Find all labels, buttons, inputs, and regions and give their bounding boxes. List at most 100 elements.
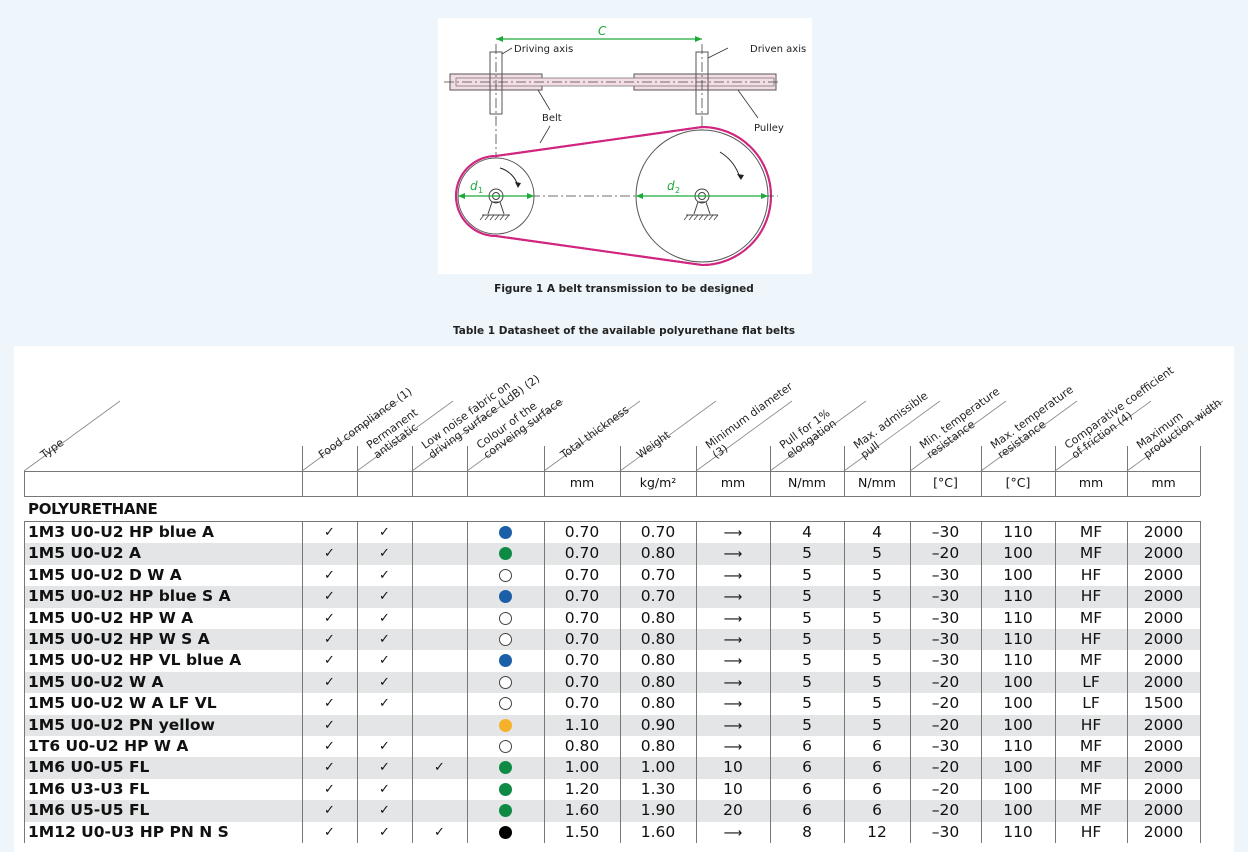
value-cell: 0.70 xyxy=(564,694,600,713)
type-cell: 1T6 U0-U2 HP W A xyxy=(28,737,189,755)
check-cell: ✓ xyxy=(379,653,390,669)
value-cell: 6 xyxy=(802,737,812,755)
value-cell: 6 xyxy=(872,758,882,777)
grid-line xyxy=(1055,446,1056,496)
header-divider xyxy=(356,400,454,472)
check-cell xyxy=(412,779,467,800)
colour-dot xyxy=(499,611,512,625)
grid-line xyxy=(981,446,982,496)
value-cell: 0.70 xyxy=(640,523,676,541)
colour-cell xyxy=(467,629,544,650)
table-row: 1M5 U0-U2 W A LF VL ✓ ✓ 0.70 0.80 ⟶ 5 5 –20 100 LF… xyxy=(24,693,1200,714)
value-cell: 100 xyxy=(1003,779,1033,798)
value-cell: 110 xyxy=(1003,822,1033,841)
grid-line xyxy=(24,471,25,496)
value-cell: 6 xyxy=(872,737,882,755)
pulley-label: Pulley xyxy=(754,123,784,134)
min-diameter-cell: ⟶ xyxy=(696,672,770,693)
value-cell: MF xyxy=(1079,758,1103,777)
check-cell xyxy=(357,715,412,736)
check-cell: ✓ xyxy=(324,567,335,583)
check-cell xyxy=(412,522,467,543)
grid-line xyxy=(24,521,1200,522)
colour-dot xyxy=(499,633,512,646)
value-cell: 0.70 xyxy=(640,565,676,584)
value-cell: 5 xyxy=(802,565,812,584)
value-cell: 0.70 xyxy=(564,630,600,648)
value-cell: 6 xyxy=(872,801,882,820)
grid-line xyxy=(1127,446,1128,496)
min-diameter-cell: ⟶ xyxy=(696,543,770,564)
check-cell: ✓ xyxy=(324,610,335,626)
value-cell: 1.20 xyxy=(564,779,600,798)
unit-cell: mm xyxy=(569,475,595,490)
check-cell: ✓ xyxy=(379,589,390,605)
grid-line xyxy=(1055,521,1056,843)
value-cell: 6 xyxy=(802,801,812,820)
value-cell: –30 xyxy=(931,822,960,841)
value-cell: 0.90 xyxy=(640,715,676,734)
type-cell: 1M6 U0-U5 FL xyxy=(28,758,150,777)
arrow-icon: ⟶ xyxy=(723,568,743,584)
type-cell: 1M5 U0-U2 D W A xyxy=(28,565,182,584)
arrow-icon: ⟶ xyxy=(723,675,743,691)
value-cell: 2000 xyxy=(1143,758,1184,777)
header-divider xyxy=(23,400,121,472)
check-cell: ✓ xyxy=(379,525,390,540)
check-cell: ✓ xyxy=(324,546,335,562)
value-cell: 0.80 xyxy=(640,651,676,670)
value-cell: 100 xyxy=(1003,758,1033,777)
min-diameter-cell: ⟶ xyxy=(696,586,770,607)
grid-line xyxy=(770,521,771,843)
value-cell: 5 xyxy=(872,630,882,648)
value-cell: 110 xyxy=(1003,737,1033,755)
unit-cell: kg/m² xyxy=(639,475,677,490)
check-cell xyxy=(412,800,467,821)
value-cell: 8 xyxy=(802,822,812,841)
value-cell: 5 xyxy=(872,715,882,734)
arrow-icon: ⟶ xyxy=(723,590,743,606)
arrow-icon: ⟶ xyxy=(723,718,743,734)
value-cell: 1.10 xyxy=(564,715,600,734)
value-cell: 0.80 xyxy=(640,737,676,755)
value-cell: 1500 xyxy=(1143,694,1184,713)
header-divider xyxy=(411,400,509,472)
value-cell: MF xyxy=(1079,651,1103,670)
driven-axis-label: Driven axis xyxy=(750,44,806,55)
value-cell: HF xyxy=(1080,587,1102,606)
header-divider xyxy=(980,400,1078,472)
grid-line xyxy=(467,521,468,843)
min-diameter-cell: ⟶ xyxy=(696,736,770,757)
value-cell: MF xyxy=(1079,608,1103,627)
value-cell: 6 xyxy=(802,779,812,798)
min-diameter-cell: ⟶ xyxy=(696,693,770,714)
type-cell: 1M5 U0-U2 HP W A xyxy=(28,608,194,627)
column-header-line: Weight xyxy=(634,428,673,461)
colour-cell xyxy=(467,608,544,629)
min-diameter-cell: 10 xyxy=(723,758,743,777)
check-cell: ✓ xyxy=(324,760,335,776)
check-cell: ✓ xyxy=(379,567,390,583)
value-cell: 5 xyxy=(872,694,882,713)
min-diameter-cell: ⟶ xyxy=(696,650,770,671)
table-row: 1M3 U0-U2 HP blue A ✓ ✓ 0.70 0.70 ⟶ 4 4 –30 110 MF… xyxy=(24,522,1200,543)
value-cell: 2000 xyxy=(1143,630,1184,648)
value-cell: 5 xyxy=(872,651,882,670)
value-cell: LF xyxy=(1082,694,1100,713)
column-header: Weight xyxy=(634,428,673,461)
value-cell: 2000 xyxy=(1143,523,1184,541)
value-cell: 0.70 xyxy=(564,565,600,584)
colour-cell xyxy=(467,757,544,778)
value-cell: HF xyxy=(1080,630,1102,648)
type-cell: 1M5 U0-U2 HP W S A xyxy=(28,630,210,648)
check-cell xyxy=(412,629,467,650)
d2-subscript: 2 xyxy=(675,186,680,195)
arrow-icon: ⟶ xyxy=(723,526,743,541)
unit-cell: [°C] xyxy=(1005,475,1031,490)
value-cell: 2000 xyxy=(1143,715,1184,734)
check-cell: ✓ xyxy=(434,824,445,840)
colour-dot xyxy=(499,526,512,539)
colour-dot xyxy=(499,761,512,775)
header-divider xyxy=(1054,400,1152,472)
unit-cell: N/mm xyxy=(788,475,826,490)
